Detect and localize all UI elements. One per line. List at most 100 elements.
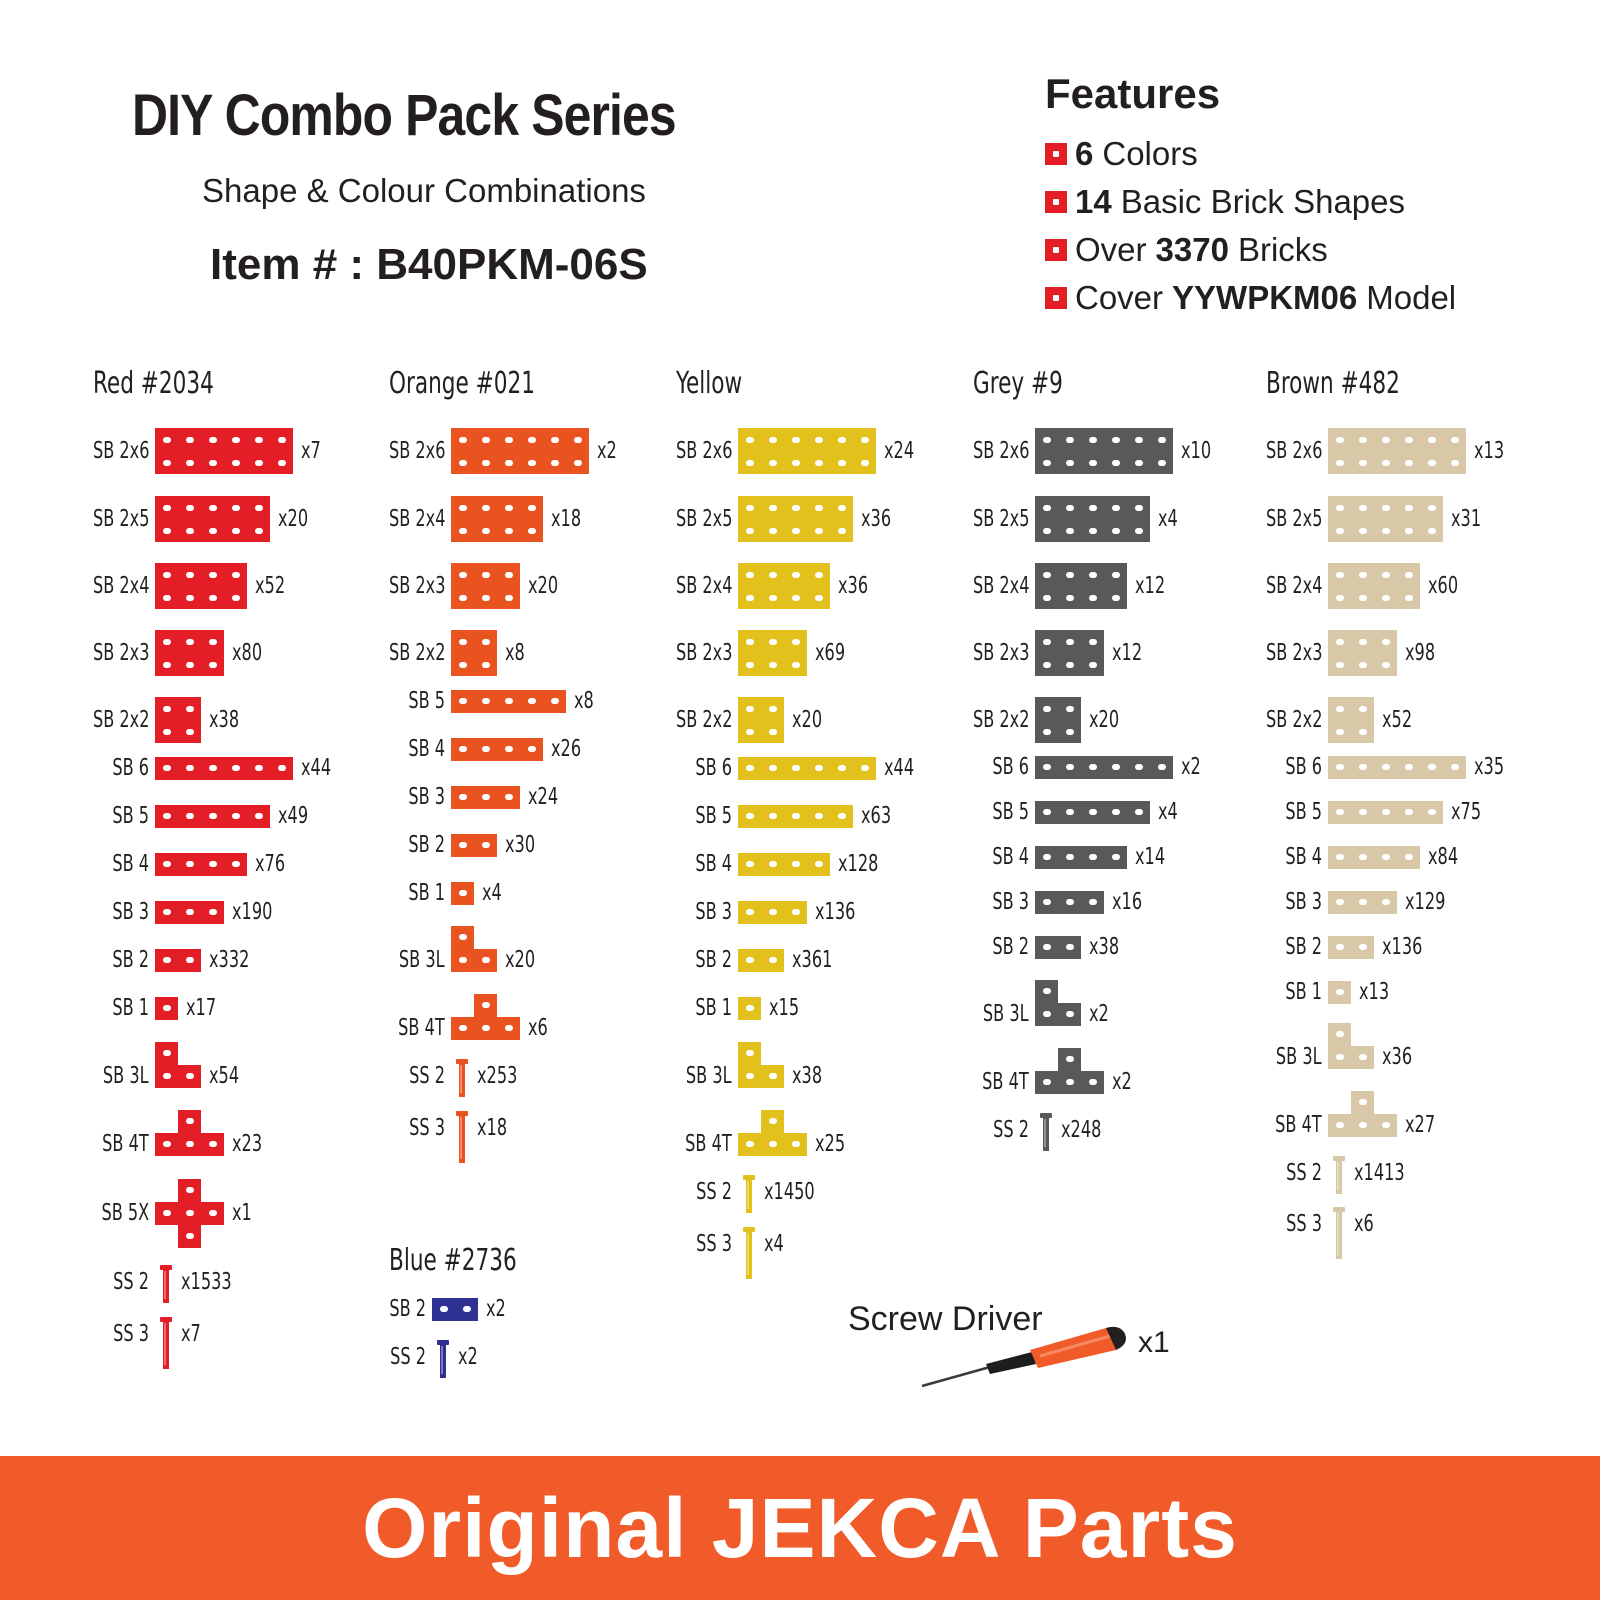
brick-hole [504, 1025, 513, 1031]
screwdriver-icon [921, 1326, 1126, 1388]
part-label: SB 6 [992, 754, 1029, 780]
brick-hole [527, 436, 536, 443]
part-qty: x13 [1359, 979, 1390, 1005]
brick-hole [504, 594, 513, 601]
brick-hole [185, 594, 194, 601]
brick-hole [1088, 436, 1097, 443]
brick-hole [458, 594, 467, 601]
brick-hole [1157, 436, 1166, 443]
part-qty: x8 [574, 688, 594, 714]
brick-hole [860, 436, 869, 443]
brick-hole [791, 661, 800, 668]
part-qty: x98 [1405, 640, 1436, 666]
brick-hole [1427, 436, 1436, 443]
brick-hole [1111, 527, 1120, 534]
brick-hole [527, 504, 536, 511]
part-qty: x36 [1382, 1044, 1413, 1070]
brick-shape [738, 756, 876, 780]
part-label: SB 3L [686, 1063, 732, 1089]
part-qty: x31 [1451, 506, 1482, 532]
brick-hole [254, 527, 263, 534]
brick-hole [1381, 809, 1390, 815]
feature-bold: YYWPKM06 [1172, 279, 1358, 316]
brick-hole [162, 909, 171, 915]
brick-hole [745, 1141, 754, 1147]
brick-hole [1042, 504, 1051, 511]
part-label: SB 2x3 [972, 640, 1029, 666]
brick-shape [738, 563, 830, 609]
brick-shape [155, 630, 224, 676]
part-qty: x136 [1382, 934, 1423, 960]
brick-hole [791, 527, 800, 534]
brick-hole [208, 661, 217, 668]
brick-hole [768, 1073, 777, 1079]
part-label: SB 2x3 [675, 640, 732, 666]
brick-hole [1358, 527, 1367, 534]
brick-shape [155, 996, 178, 1020]
brick-hole [1381, 594, 1390, 601]
feature-item: Over 3370 Bricks [1045, 226, 1456, 274]
screw-driver-label: Screw Driver [848, 1300, 1043, 1338]
brick-hole [162, 594, 171, 601]
brick-hole [481, 638, 490, 645]
brick-shape [1035, 979, 1081, 1026]
brick-hole [791, 813, 800, 819]
screw-icon [455, 1058, 469, 1103]
part-qty: x63 [861, 803, 892, 829]
brick-hole [1111, 504, 1120, 511]
brick-hole [185, 705, 194, 712]
brick-hole [1042, 527, 1051, 534]
part-qty: x8 [505, 640, 525, 666]
screw-icon [455, 1110, 469, 1169]
part-qty: x38 [792, 1063, 823, 1089]
part-label: SB 3 [408, 784, 445, 810]
part-label: SB 3L [1276, 1044, 1322, 1070]
brick-hole [1358, 944, 1367, 950]
brick-hole [208, 459, 217, 466]
brick-hole [1042, 728, 1051, 735]
brick-hole [1358, 594, 1367, 601]
brick-hole [1381, 764, 1390, 770]
brick-shape [1035, 496, 1150, 542]
brick-hole [185, 909, 194, 915]
part-qty: x52 [1382, 707, 1413, 733]
brick-hole [745, 459, 754, 466]
brick-hole [481, 661, 490, 668]
part-label: SB 2x2 [92, 707, 149, 733]
part-label: SB 1 [408, 880, 445, 906]
brick-hole [208, 527, 217, 534]
brick-hole [791, 765, 800, 771]
brick-hole [1335, 1054, 1344, 1060]
part-label: SB 2x4 [675, 573, 732, 599]
brick-shape [1328, 755, 1466, 779]
brick-hole [185, 1187, 194, 1193]
brick-shape [451, 993, 520, 1040]
brick-shape [451, 737, 543, 761]
brick-hole [1335, 899, 1344, 905]
brick-hole [504, 504, 513, 511]
part-label: SB 2x5 [92, 506, 149, 532]
part-label: SB 2x4 [1265, 573, 1322, 599]
brick-hole [185, 638, 194, 645]
brick-hole [481, 842, 490, 848]
brick-hole [745, 504, 754, 511]
brick-shape [1328, 1022, 1374, 1069]
part-qty: x80 [232, 640, 263, 666]
brick-hole [1065, 1011, 1074, 1017]
part-qty: x16 [1112, 889, 1143, 915]
brick-hole [458, 698, 467, 704]
brick-hole [1427, 809, 1436, 815]
brick-hole [745, 861, 754, 867]
brick-hole [277, 436, 286, 443]
brick-hole [1335, 527, 1344, 534]
brick-hole [162, 1210, 171, 1216]
screw-icon [742, 1174, 756, 1219]
brick-hole [768, 527, 777, 534]
brick-hole [458, 571, 467, 578]
brick-shape [155, 563, 247, 609]
part-label: SB 2x6 [675, 438, 732, 464]
brick-hole [185, 1210, 194, 1216]
part-label: SB 2 [112, 947, 149, 973]
brick-shape [1035, 755, 1173, 779]
brick-hole [1042, 571, 1051, 578]
